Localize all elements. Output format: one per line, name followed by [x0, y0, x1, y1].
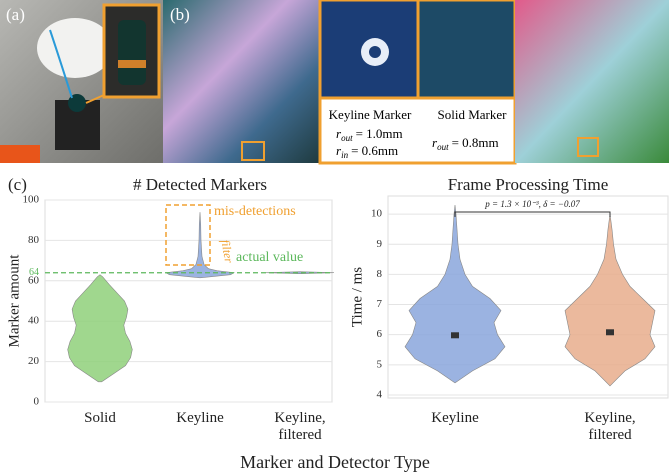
- param: rout = 1.0mm: [336, 126, 403, 143]
- y-tick-label: 10: [371, 208, 383, 220]
- photo-keyline: [163, 0, 320, 163]
- y-axis-label: Marker amount: [6, 254, 22, 348]
- panel-label: (b): [170, 5, 190, 24]
- y-tick-label: 0: [34, 396, 40, 408]
- x-tick-label: Keyline: [431, 410, 479, 426]
- annotation: p = 1.3 × 10⁻³, δ = −0.07: [484, 199, 580, 209]
- y-tick-label: 60: [28, 274, 40, 286]
- y-axis-label: Time / ms: [349, 267, 365, 327]
- y-tick-label: 20: [28, 355, 40, 367]
- zoom-box: [577, 137, 599, 157]
- zoom-line: [85, 94, 105, 104]
- x-tick-label: Keyline, filtered: [584, 410, 636, 443]
- param-value: = 0.8mm: [452, 135, 499, 150]
- y-tick-label: 100: [23, 194, 40, 206]
- x-tick-label: Keyline: [176, 410, 224, 426]
- param-value: = 0.6mm: [351, 143, 398, 158]
- y-tick-label: 80: [28, 234, 40, 246]
- inset-solid: [416, 0, 517, 100]
- highlight-box: [165, 204, 211, 266]
- photo-arrow: [49, 29, 73, 99]
- annotation: mis-detections: [214, 204, 296, 219]
- photo-marker: [68, 94, 86, 112]
- param-sub: out: [437, 142, 449, 152]
- y-tick-label: 5: [377, 358, 383, 370]
- zoom-box: [241, 141, 265, 161]
- photo-solid: [515, 0, 669, 163]
- inset-hole: [369, 46, 381, 58]
- x-tick-label: Keyline, filtered: [274, 410, 326, 443]
- photo-base: [0, 145, 40, 163]
- x-tick-label: Solid: [84, 410, 116, 426]
- y-tick-label: 7: [377, 298, 383, 310]
- mean-marker: [451, 332, 459, 339]
- x-axis-label: Marker and Detector Type: [240, 452, 430, 472]
- reference-label: 64: [29, 267, 39, 278]
- y-tick-label: 9: [377, 238, 383, 250]
- plot-area: [387, 195, 669, 399]
- param-symbol: r: [336, 126, 342, 141]
- param-value: = 1.0mm: [356, 126, 403, 141]
- param-sub: in: [341, 150, 349, 160]
- violin: [564, 214, 656, 387]
- y-tick-label: 6: [377, 328, 383, 340]
- violin: [165, 212, 235, 279]
- param-symbol: r: [336, 143, 342, 158]
- inset-label: Solid Marker: [438, 107, 508, 122]
- violin: [265, 271, 335, 275]
- significance-bracket: [454, 211, 611, 217]
- param: rin = 0.6mm: [336, 143, 398, 160]
- violin: [67, 274, 133, 383]
- annotation: filter: [218, 239, 236, 265]
- panel-label: (a): [6, 5, 25, 24]
- photo-bottle: [118, 20, 146, 85]
- panel-label: (c): [8, 175, 27, 194]
- y-tick-label: 40: [28, 315, 40, 327]
- annotation: actual value: [236, 250, 303, 265]
- param-symbol: r: [432, 135, 438, 150]
- param-sub: out: [341, 133, 353, 143]
- violin: [404, 204, 506, 384]
- inset-label: Keyline Marker: [329, 107, 412, 122]
- y-tick-label: 8: [377, 268, 383, 280]
- photo-band: [118, 60, 146, 68]
- chart-title: # Detected Markers: [133, 175, 267, 194]
- photo-bowl: [37, 18, 113, 78]
- chart-title: Frame Processing Time: [448, 175, 609, 194]
- y-tick-label: 4: [377, 389, 383, 401]
- param: rout = 0.8mm: [432, 135, 499, 152]
- mean-marker: [606, 329, 614, 336]
